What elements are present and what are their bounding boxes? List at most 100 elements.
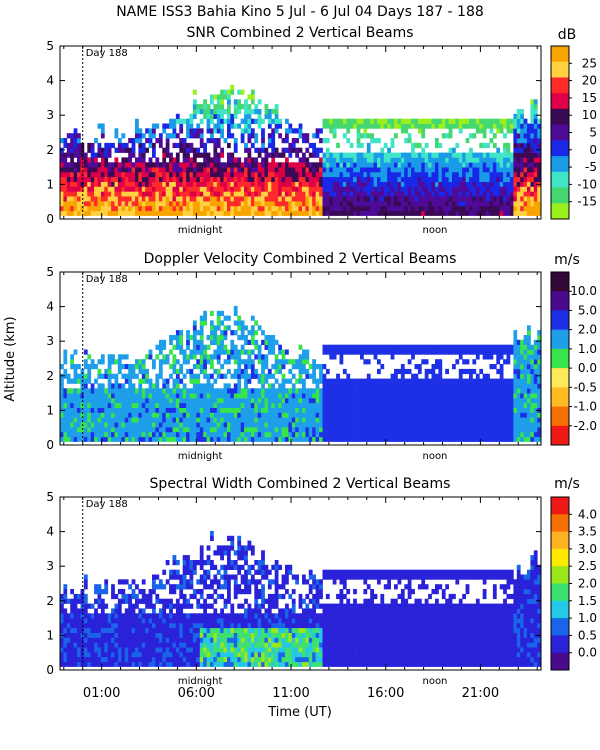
heatmap-cell (90, 359, 95, 365)
heatmap-cell (482, 393, 487, 399)
heatmap-cell (462, 422, 466, 428)
heatmap-cell (438, 201, 443, 207)
heatmap-cell (203, 315, 207, 321)
heatmap-cell (373, 402, 378, 408)
heatmap-cell (465, 191, 470, 197)
heatmap-cell (203, 176, 207, 182)
heatmap-cell (380, 397, 385, 404)
heatmap-cell (254, 191, 259, 197)
heatmap-cell (247, 152, 252, 158)
heatmap-cell (537, 128, 541, 134)
heatmap-cell (233, 373, 238, 379)
heatmap-cell (210, 422, 214, 428)
heatmap-cell (523, 157, 528, 163)
heatmap-cell (295, 359, 299, 365)
heatmap-cell (400, 167, 405, 173)
heatmap-cell (356, 393, 361, 399)
heatmap-cell (342, 196, 347, 202)
heatmap-cell (479, 383, 484, 389)
heatmap-cell (199, 133, 204, 139)
heatmap-cell (182, 118, 187, 124)
heatmap-cell (141, 359, 146, 365)
heatmap-cell (199, 383, 204, 389)
heatmap-cell (421, 147, 426, 153)
heatmap-cell (271, 201, 276, 207)
heatmap-cell (77, 147, 81, 153)
heatmap-cell (73, 138, 78, 144)
heatmap-cell (257, 412, 262, 418)
heatmap-cell (342, 118, 347, 124)
heatmap-cell (458, 354, 463, 360)
heatmap-cell (223, 325, 228, 331)
heatmap-cell (145, 388, 149, 394)
heatmap-cell (421, 201, 426, 207)
heatmap-cell (227, 89, 231, 95)
heatmap-cell (135, 171, 139, 178)
heatmap-cell (230, 167, 235, 173)
heatmap-cell (257, 407, 262, 413)
heatmap-cell (210, 383, 214, 389)
heatmap-cell (141, 393, 146, 399)
heatmap-cell (496, 378, 501, 384)
heatmap-cell (530, 186, 535, 192)
heatmap-cell (486, 431, 490, 438)
heatmap-cell (421, 128, 426, 134)
heatmap-cell (356, 118, 361, 124)
heatmap-cell (520, 344, 524, 350)
heatmap-cell (94, 167, 98, 173)
heatmap-cell (247, 147, 252, 153)
heatmap-cell (339, 388, 344, 394)
heatmap-cell (312, 186, 316, 192)
heatmap-cell (63, 417, 68, 423)
heatmap-cell (421, 210, 426, 216)
heatmap-cell (83, 364, 88, 370)
heatmap-cell (455, 157, 460, 163)
heatmap-cell (394, 176, 398, 182)
heatmap-cell (435, 364, 439, 370)
heatmap-cell (237, 196, 242, 202)
heatmap-cell (179, 118, 184, 124)
heatmap-cell (247, 171, 252, 178)
heatmap-cell (267, 422, 272, 428)
heatmap-cell (117, 397, 122, 404)
heatmap-cell (227, 402, 231, 408)
heatmap-cell (469, 344, 473, 350)
heatmap-cell (332, 196, 337, 202)
heatmap-cell (73, 368, 78, 375)
heatmap-cell (356, 128, 361, 134)
heatmap-cell (172, 157, 177, 163)
heatmap-cell (145, 171, 149, 178)
heatmap-cell (264, 335, 269, 341)
heatmap-cell (533, 152, 538, 158)
heatmap-cell (400, 152, 405, 158)
heatmap-cell (213, 349, 218, 355)
heatmap-cell (472, 407, 477, 413)
heatmap-cell (172, 422, 177, 428)
heatmap-cell (479, 397, 484, 404)
heatmap-cell (257, 427, 262, 433)
heatmap-cell (465, 162, 470, 168)
heatmap-cell (319, 171, 323, 178)
heatmap-cell (87, 407, 92, 413)
heatmap-cell (499, 196, 504, 202)
heatmap-cell (366, 123, 371, 129)
heatmap-cell (421, 344, 426, 350)
heatmap-cell (441, 412, 446, 418)
heatmap-cell (80, 407, 85, 413)
heatmap-cell (441, 186, 446, 192)
heatmap-cell (254, 196, 259, 202)
heatmap-cell (428, 427, 432, 433)
heatmap-cell (455, 407, 460, 413)
heatmap-cell (199, 330, 204, 336)
heatmap-cell (271, 335, 276, 341)
heatmap-cell (230, 201, 235, 207)
heatmap-cell (250, 359, 255, 365)
heatmap-cell (530, 378, 535, 384)
heatmap-cell (152, 412, 156, 418)
heatmap-cell (264, 407, 269, 413)
heatmap-cell (267, 196, 272, 202)
heatmap-cell (465, 201, 470, 207)
heatmap-cell (353, 344, 357, 350)
heatmap-cell (302, 422, 306, 428)
heatmap-cell (394, 191, 398, 197)
